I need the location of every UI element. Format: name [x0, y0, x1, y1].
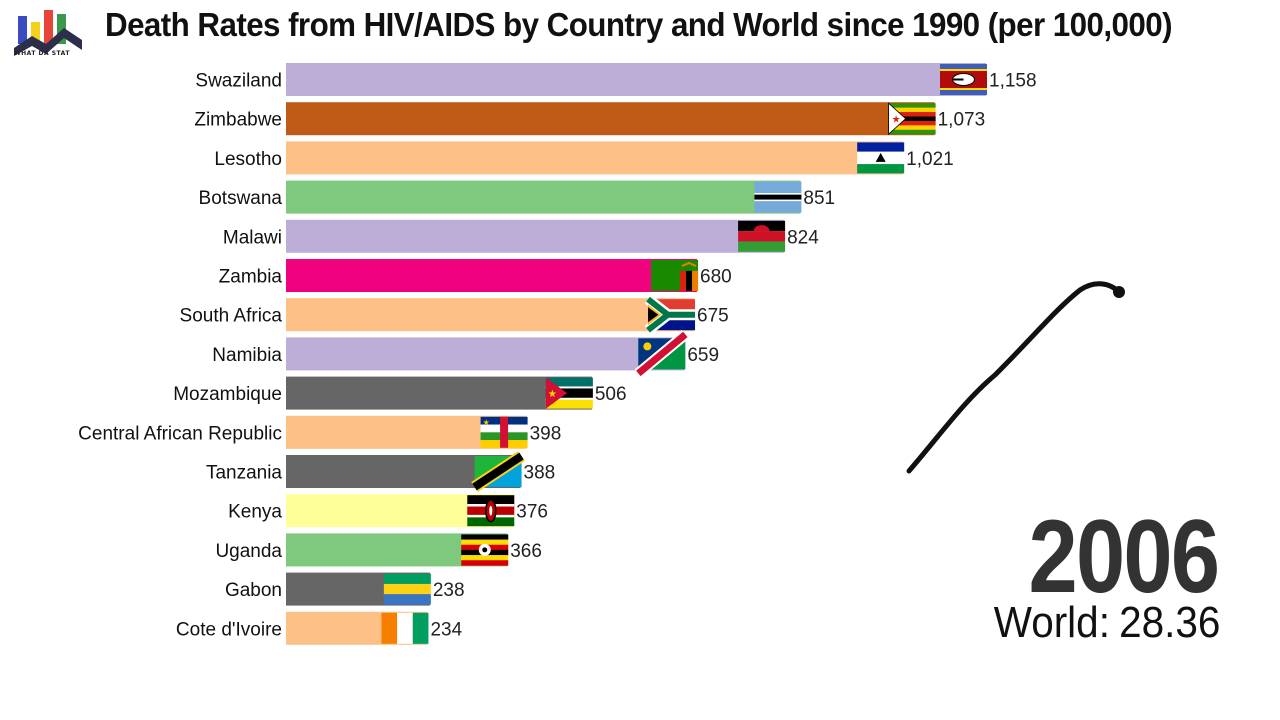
what-da-stat-logo	[14, 10, 82, 56]
svg-text:★: ★	[548, 389, 557, 400]
central-african-republic-flag: ★	[480, 416, 528, 449]
value-label-cote-d-ivoire: 234	[430, 619, 462, 640]
category-label-gabon: Gabon	[225, 580, 282, 601]
category-label-namibia: Namibia	[212, 345, 282, 366]
bar-zimbabwe	[286, 102, 935, 136]
south-africa-flag	[644, 294, 696, 335]
year-label: 2006	[1028, 499, 1220, 615]
value-label-namibia: 659	[687, 345, 719, 366]
bar-malawi	[286, 219, 785, 253]
category-label-cote-d-ivoire: Cote d'Ivoire	[176, 619, 282, 640]
botswana-flag	[754, 181, 802, 213]
category-label-central-african-republic: Central African Republic	[78, 423, 282, 444]
value-label-swaziland: 1,158	[989, 71, 1037, 92]
gabon-flag	[383, 573, 431, 605]
value-label-zimbabwe: 1,073	[938, 110, 986, 131]
category-label-kenya: Kenya	[228, 502, 282, 523]
svg-text:★: ★	[892, 115, 901, 126]
lesotho-flag	[857, 142, 905, 174]
uganda-flag	[461, 534, 509, 566]
cote-divoire-flag	[381, 612, 429, 644]
bar-swaziland	[286, 63, 986, 96]
bar-zambia	[286, 259, 698, 292]
category-label-lesotho: Lesotho	[214, 149, 282, 170]
hand-drawn-curve	[906, 281, 1122, 474]
category-label-tanzania: Tanzania	[206, 463, 282, 484]
logo-text: WHAT DA STAT	[14, 50, 70, 57]
value-label-central-african-republic: 398	[530, 423, 562, 444]
zimbabwe-flag: ★	[888, 102, 936, 136]
svg-text:★: ★	[483, 418, 490, 427]
world-label: World:	[993, 598, 1110, 647]
value-label-gabon: 238	[433, 580, 465, 601]
curve-end-dot	[1113, 286, 1125, 298]
bar-namibia	[286, 337, 685, 371]
tanzania-flag	[471, 450, 525, 493]
category-label-mozambique: Mozambique	[173, 384, 282, 405]
value-label-mozambique: 506	[595, 384, 627, 405]
value-label-botswana: 851	[803, 188, 835, 209]
mozambique-flag: ★	[545, 377, 593, 409]
bar-botswana	[286, 180, 801, 214]
bar-south-africa	[286, 298, 695, 332]
namibia-flag	[634, 330, 689, 378]
bar-mozambique	[286, 376, 592, 410]
value-label-tanzania: 388	[524, 463, 556, 484]
kenya-flag	[467, 495, 515, 527]
category-label-swaziland: Swaziland	[195, 71, 282, 92]
bar-lesotho	[286, 141, 904, 175]
category-label-zimbabwe: Zimbabwe	[194, 110, 282, 131]
value-label-lesotho: 1,021	[906, 149, 954, 170]
value-label-malawi: 824	[787, 227, 819, 248]
zambia-flag	[651, 260, 699, 291]
category-label-uganda: Uganda	[215, 541, 282, 562]
value-label-south-africa: 675	[697, 306, 729, 327]
swaziland-flag	[940, 64, 987, 95]
category-label-botswana: Botswana	[199, 188, 283, 209]
value-label-kenya: 376	[516, 502, 548, 523]
chart-title: Death Rates from HIV/AIDS by Country and…	[105, 6, 1173, 43]
category-label-south-africa: South Africa	[180, 306, 283, 327]
world-value: 28.36	[1118, 598, 1220, 647]
world-rate: World: 28.36	[993, 598, 1220, 648]
category-label-zambia: Zambia	[219, 267, 283, 288]
value-label-zambia: 680	[700, 267, 732, 288]
malawi-flag	[738, 220, 786, 252]
category-label-malawi: Malawi	[223, 227, 282, 248]
value-label-uganda: 366	[510, 541, 542, 562]
